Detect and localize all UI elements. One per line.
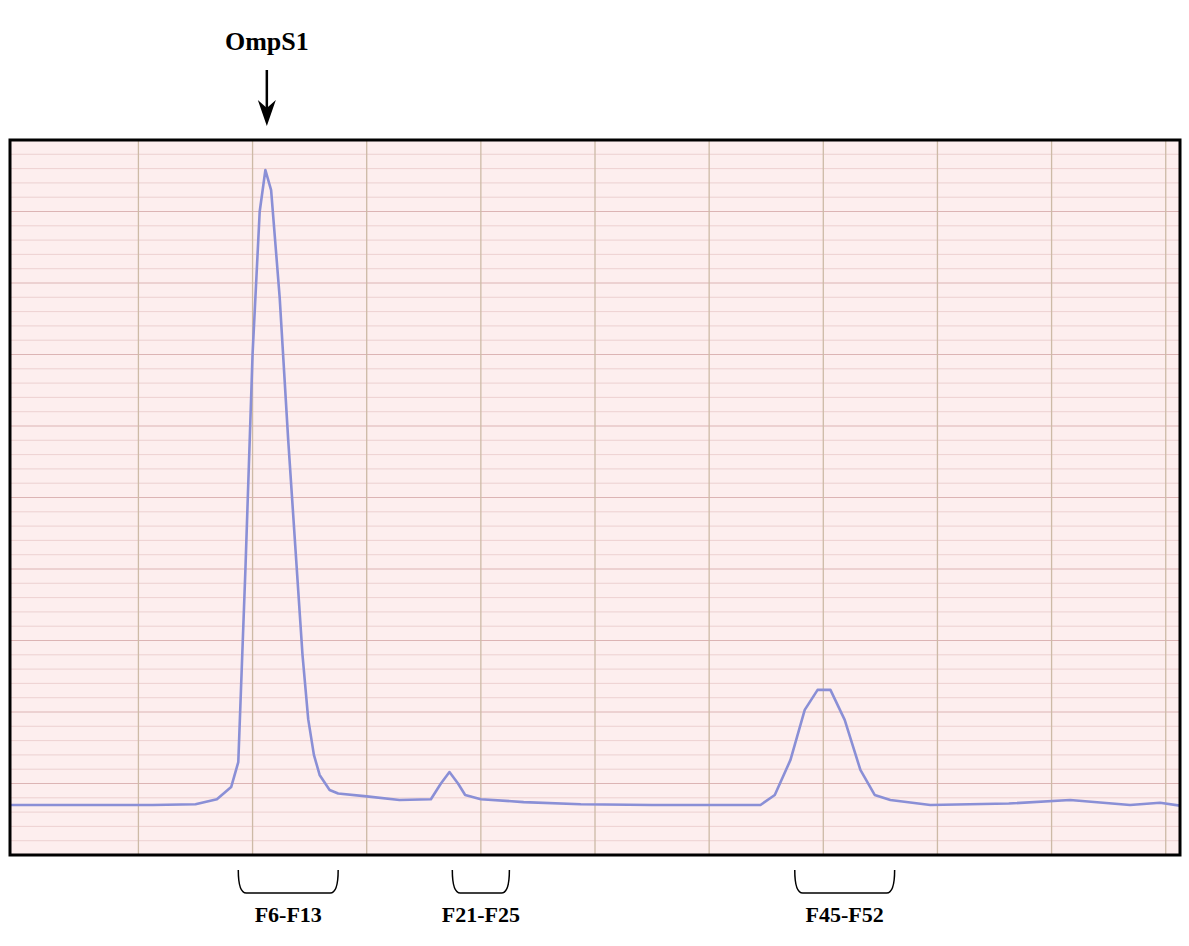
grid-line (937, 140, 938, 855)
plot-area (10, 170, 1180, 806)
grid-line (1165, 140, 1166, 855)
chart: OmpS1 F6-F13 F21-F25 F45-F52 (0, 0, 1189, 946)
annotation-arrow (266, 70, 269, 112)
fraction-label: F45-F52 (806, 902, 884, 927)
grid-line (138, 140, 139, 855)
plot-background (10, 140, 1180, 855)
annotation-arrowhead (258, 100, 276, 126)
grid-line (1051, 140, 1052, 855)
grid (10, 140, 1180, 855)
grid-line (252, 140, 253, 855)
fraction-bracket (795, 870, 895, 893)
grid-line (594, 140, 595, 855)
fraction-label: F6-F13 (255, 902, 322, 927)
annotation-label: OmpS1 (225, 27, 309, 56)
grid-line (366, 140, 367, 855)
fraction-label: F21-F25 (442, 902, 520, 927)
fraction-bracket (238, 870, 338, 893)
grid-line (823, 140, 824, 855)
grid-line (708, 140, 709, 855)
plot-frame (10, 140, 1180, 855)
grid-line (480, 140, 481, 855)
fraction-bracket (452, 870, 509, 893)
chromatogram-line (10, 170, 1180, 806)
